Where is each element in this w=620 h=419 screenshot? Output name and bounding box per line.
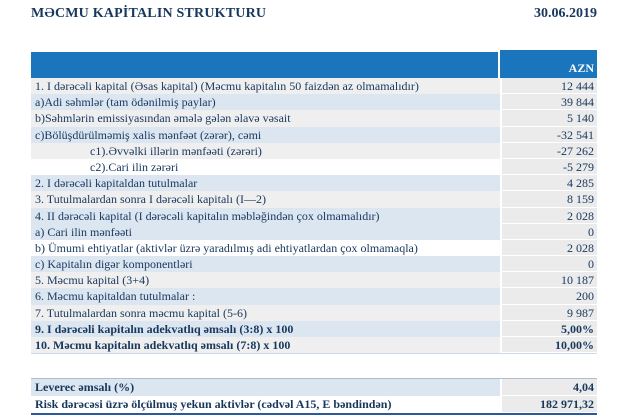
row-label: 10. Məcmu kapitalın adekvatlıq əmsalı (7… [31, 337, 500, 354]
row-value: 0 [500, 256, 597, 273]
table-row: c) Kapitalın digər komponentləri 0 [31, 256, 597, 273]
row-label: b)Səhmlərin emissiyasından əmələ gələn ə… [31, 110, 500, 127]
row-label: Risk dərəcəsi üzrə ölçülmuş yekun aktivl… [31, 396, 500, 413]
row-value: 10 187 [500, 272, 597, 289]
table-row: c1).Əvvəlki illərin mənfəəti (zərəri) -2… [31, 142, 597, 159]
row-label: 5. Məcmu kapital (3+4) [31, 272, 500, 289]
footer-body: Leverec əmsalı (%) 4,04 Risk dərəcəsi üz… [31, 379, 597, 413]
row-label: Leverec əmsalı (%) [31, 379, 500, 396]
table-row: Risk dərəcəsi üzrə ölçülmuş yekun aktivl… [31, 396, 597, 413]
capital-structure-table: AZN 1. I dərəcəli kapital (Əsas kapital)… [31, 50, 597, 355]
footer-table: Leverec əmsalı (%) 4,04 Risk dərəcəsi üz… [31, 378, 597, 415]
table-row: 9. I dərəcəli kapitalın adekvatlıq əmsal… [31, 320, 597, 337]
row-label: 7. Tutulmalardan sonra məcmu kapital (5-… [31, 304, 500, 321]
table-row: c)Bölüşdürülməmiş xalis mənfəət (zərər),… [31, 126, 597, 143]
row-label: c1).Əvvəlki illərin mənfəəti (zərəri) [31, 142, 500, 159]
row-value: 9 987 [500, 304, 597, 321]
row-label: a) Cari ilin mənfəəti [31, 223, 500, 240]
row-value: 4 285 [500, 175, 597, 192]
table-row: b) Ümumi ehtiyatlar (aktivlər üzrə yarad… [31, 239, 597, 257]
table-row: 3. Tutulmalardan sonra I dərəcəli kapita… [31, 191, 597, 208]
page-title: MƏCMU KAPİTALIN STRUKTURU [31, 6, 267, 21]
row-label: c)Bölüşdürülməmiş xalis mənfəət (zərər),… [31, 126, 500, 143]
table-row: c2).Cari ilin zərəri -5 279 [31, 158, 597, 176]
header-label-cell [31, 52, 498, 78]
row-label: 4. II dərəcəli kapital (I dərəcəli kapit… [31, 207, 500, 224]
row-label: b) Ümumi ehtiyatlar (aktivlər üzrə yarad… [31, 239, 500, 257]
row-value: 39 844 [500, 94, 597, 111]
row-label: 1. I dərəcəli kapital (Əsas kapital) (Mə… [31, 78, 500, 95]
row-value: 4,04 [500, 379, 597, 396]
row-value: -27 262 [500, 142, 597, 159]
table-body: 1. I dərəcəli kapital (Əsas kapital) (Mə… [31, 78, 597, 354]
table-row: 4. II dərəcəli kapital (I dərəcəli kapit… [31, 207, 597, 224]
row-value: 0 [500, 223, 597, 240]
row-value: -32 541 [500, 126, 597, 143]
table-row: 5. Məcmu kapital (3+4) 10 187 [31, 272, 597, 289]
row-value: 5 140 [500, 110, 597, 127]
table-row: a) Cari ilin mənfəəti 0 [31, 223, 597, 240]
row-label: 3. Tutulmalardan sonra I dərəcəli kapita… [31, 191, 500, 208]
row-label: c) Kapitalın digər komponentləri [31, 256, 500, 273]
row-label: c2).Cari ilin zərəri [31, 158, 500, 176]
row-value: 2 028 [500, 239, 597, 257]
table-row: 6. Məcmu kapitaldan tutulmalar : 200 [31, 288, 597, 305]
row-value: 12 444 [500, 78, 597, 95]
report-date: 30.06.2019 [534, 6, 597, 21]
title-bar: MƏCMU KAPİTALIN STRUKTURU 30.06.2019 [31, 6, 597, 22]
row-value: 10,00% [500, 337, 597, 354]
row-value: 182 971,32 [500, 396, 597, 413]
row-label: 2. I dərəcəli kapitaldan tutulmalar [31, 175, 500, 192]
table-row: 1. I dərəcəli kapital (Əsas kapital) (Mə… [31, 78, 597, 95]
row-value: -5 279 [500, 158, 597, 176]
row-label: 9. I dərəcəli kapitalın adekvatlıq əmsal… [31, 320, 500, 337]
table-row: 10. Məcmu kapitalın adekvatlıq əmsalı (7… [31, 337, 597, 354]
table-row: b)Səhmlərin emissiyasından əmələ gələn ə… [31, 110, 597, 127]
table-row: 7. Tutulmalardan sonra məcmu kapital (5-… [31, 304, 597, 321]
table-header-row: AZN [31, 50, 597, 78]
row-label: a)Adi səhmlər (tam ödənilmiş paylar) [31, 94, 500, 111]
row-value: 200 [500, 288, 597, 305]
table-row: 2. I dərəcəli kapitaldan tutulmalar 4 28… [31, 175, 597, 192]
header-currency-cell: AZN [497, 50, 597, 78]
row-label: 6. Məcmu kapitaldan tutulmalar : [31, 288, 500, 305]
table-row: a)Adi səhmlər (tam ödənilmiş paylar) 39 … [31, 94, 597, 111]
row-value: 8 159 [500, 191, 597, 208]
table-row: Leverec əmsalı (%) 4,04 [31, 379, 597, 396]
row-value: 5,00% [500, 320, 597, 337]
row-value: 2 028 [500, 207, 597, 224]
